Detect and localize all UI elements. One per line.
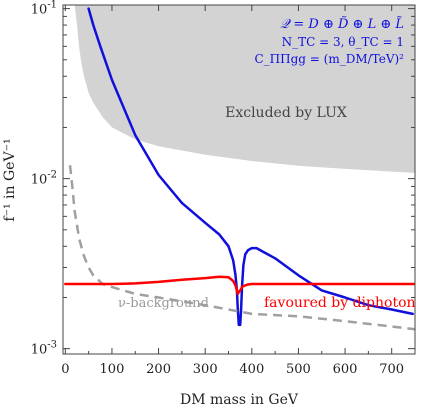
annotation-lux: Excluded by LUX — [225, 105, 347, 121]
legend-line-1: 𝒬 = D ⊕ D̃ ⊕ L ⊕ L̃ — [280, 16, 404, 32]
legend-line-3: C_ΠΠgg = (m_DM/TeV)² — [254, 52, 404, 66]
diphoton-curve — [64, 275, 415, 296]
y-tick-label--3: 10-3 — [31, 340, 57, 358]
x-axis-label: DM mass in GeV — [180, 392, 299, 408]
plot-frame — [62, 4, 416, 355]
x-tick-label-500: 500 — [286, 362, 311, 377]
x-tick-label-600: 600 — [333, 362, 358, 377]
y-tick-label--2: 10-2 — [31, 170, 57, 188]
x-tick-label-200: 200 — [146, 362, 171, 377]
nu-background-curve — [68, 165, 415, 331]
x-tick-label-400: 400 — [239, 362, 264, 377]
annotation-nu-background: ν-background — [118, 296, 209, 311]
y-axis-label: f⁻¹ in GeV⁻¹ — [2, 138, 18, 221]
x-tick-label-300: 300 — [193, 362, 218, 377]
blue-curve — [87, 7, 414, 327]
x-tick-label-0: 0 — [61, 362, 69, 377]
legend-text: 𝒬 = D ⊕ D̃ ⊕ L ⊕ L̃ N_TC = 3, θ_TC = 1 C… — [254, 16, 404, 66]
y-tick-label--1: 10-1 — [31, 0, 57, 18]
x-tick-label-700: 700 — [379, 362, 404, 377]
x-tick-label-100: 100 — [100, 362, 125, 377]
lux-excluded-region — [74, 5, 415, 173]
legend-line-2: N_TC = 3, θ_TC = 1 — [282, 35, 404, 49]
annotation-diphoton: favoured by diphoton — [264, 295, 416, 311]
